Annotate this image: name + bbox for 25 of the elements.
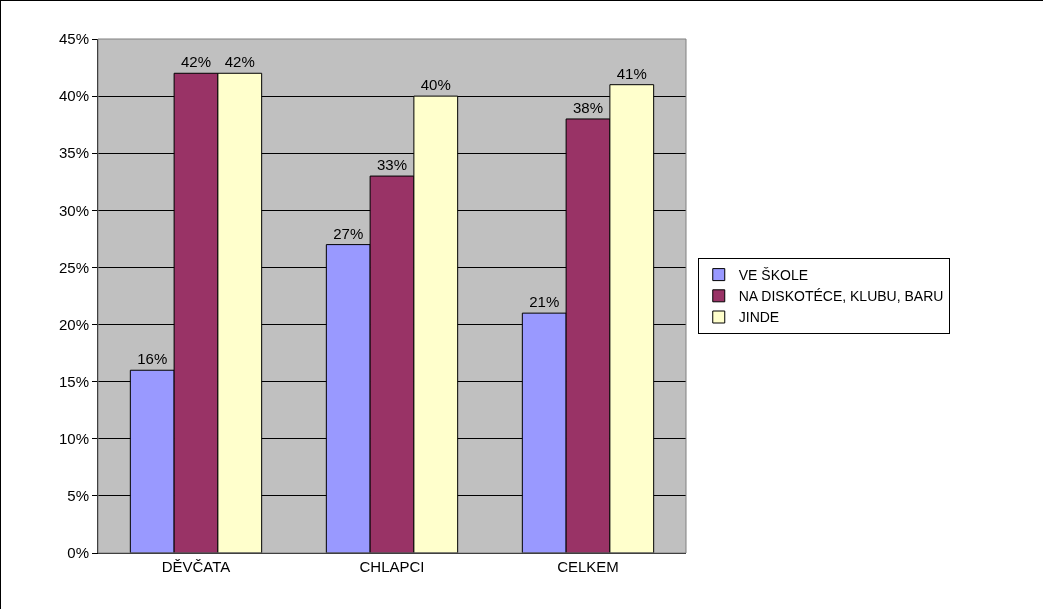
legend-label: JINDE bbox=[738, 309, 780, 326]
x-tick-label: CELKEM bbox=[557, 558, 619, 575]
x-tick-label: DĚVČATA bbox=[161, 558, 231, 575]
data-label: 21% bbox=[529, 293, 560, 311]
y-tick-label: 30% bbox=[58, 201, 89, 219]
y-tick-label: 10% bbox=[58, 430, 89, 448]
y-tick-label: 45% bbox=[58, 30, 89, 48]
y-tick-label: 0% bbox=[67, 544, 89, 562]
y-tick-label: 35% bbox=[58, 144, 89, 162]
data-label: 33% bbox=[376, 156, 408, 174]
data-label: 42% bbox=[180, 53, 212, 71]
y-tick-label: 20% bbox=[58, 315, 89, 333]
data-label: 27% bbox=[333, 224, 364, 242]
y-tick-label: 5% bbox=[67, 487, 89, 505]
data-label: 41% bbox=[616, 64, 647, 82]
data-label: 38% bbox=[572, 98, 604, 116]
data-label: 16% bbox=[137, 350, 168, 368]
legend-label: NA DISKOTÉCE, KLUBU, BARU bbox=[738, 288, 944, 305]
data-label: 40% bbox=[420, 76, 451, 94]
y-tick-label: 15% bbox=[58, 372, 89, 390]
y-tick-label: 40% bbox=[58, 87, 89, 105]
legend-label: VE ŠKOLE bbox=[738, 267, 809, 284]
data-label: 42% bbox=[224, 53, 255, 71]
y-tick-label: 25% bbox=[58, 258, 89, 276]
x-tick-label: CHLAPCI bbox=[359, 558, 425, 575]
